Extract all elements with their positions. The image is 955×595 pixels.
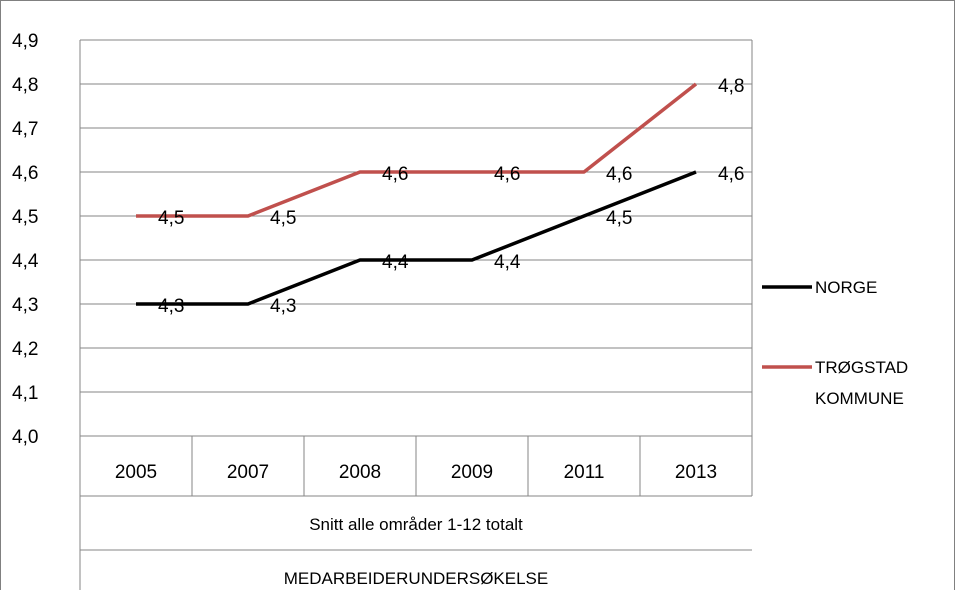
x-category-label: 2008 <box>339 462 381 483</box>
y-tick-label: 4,3 <box>12 295 38 316</box>
x-category-label: 2009 <box>451 462 493 483</box>
x-category-label: 2013 <box>675 462 717 483</box>
legend-label: TRØGSTAD KOMMUNE <box>815 358 908 408</box>
y-tick-label: 4,1 <box>12 383 38 404</box>
x-category-label: 2005 <box>115 462 157 483</box>
y-tick-label: 4,0 <box>12 427 38 448</box>
y-tick-label: 4,9 <box>12 31 38 52</box>
legend-label: NORGE <box>815 278 877 297</box>
data-label: 4,6 <box>718 164 744 185</box>
y-tick-label: 4,8 <box>12 75 38 96</box>
series-lines <box>136 82 698 306</box>
legend: NORGE TRØGSTAD KOMMUNE <box>762 278 908 408</box>
x-category-label: 2011 <box>564 462 605 483</box>
data-label: 4,4 <box>382 252 409 273</box>
y-tick-label: 4,4 <box>12 251 39 272</box>
data-label: 4,6 <box>382 164 408 185</box>
data-label: 4,6 <box>494 164 520 185</box>
data-label: 4,6 <box>606 164 632 185</box>
y-tick-label: 4,2 <box>12 339 38 360</box>
data-label: 4,3 <box>270 296 296 317</box>
y-tick-label: 4,7 <box>12 119 38 140</box>
x-category-label: 2007 <box>227 462 269 483</box>
y-axis-ticks: 4,0 4,1 4,2 4,3 4,4 4,5 4,6 4,7 4,8 4,9 <box>12 31 39 448</box>
series-line <box>136 170 697 306</box>
category-table: 2005 2007 2008 2009 2011 2013 Snitt alle områd… <box>79 40 753 595</box>
data-labels: 4,3 4,3 4,4 4,4 4,5 4,6 4,5 4,5 4,6 4,6 4,6 4,8 <box>158 76 744 317</box>
data-label: 4,3 <box>158 296 184 317</box>
x-axis-title-line: Snitt alle områder 1-12 totalt <box>309 515 523 534</box>
data-label: 4,4 <box>494 252 521 273</box>
series-line <box>136 82 698 218</box>
y-tick-label: 4,6 <box>12 163 38 184</box>
data-label: 4,8 <box>718 76 744 97</box>
data-label: 4,5 <box>270 208 296 229</box>
y-tick-label: 4,5 <box>12 207 38 228</box>
x-axis-title-line: MEDARBEIDERUNDERSØKELSE <box>284 569 549 588</box>
data-label: 4,5 <box>606 208 632 229</box>
data-label: 4,5 <box>158 208 184 229</box>
